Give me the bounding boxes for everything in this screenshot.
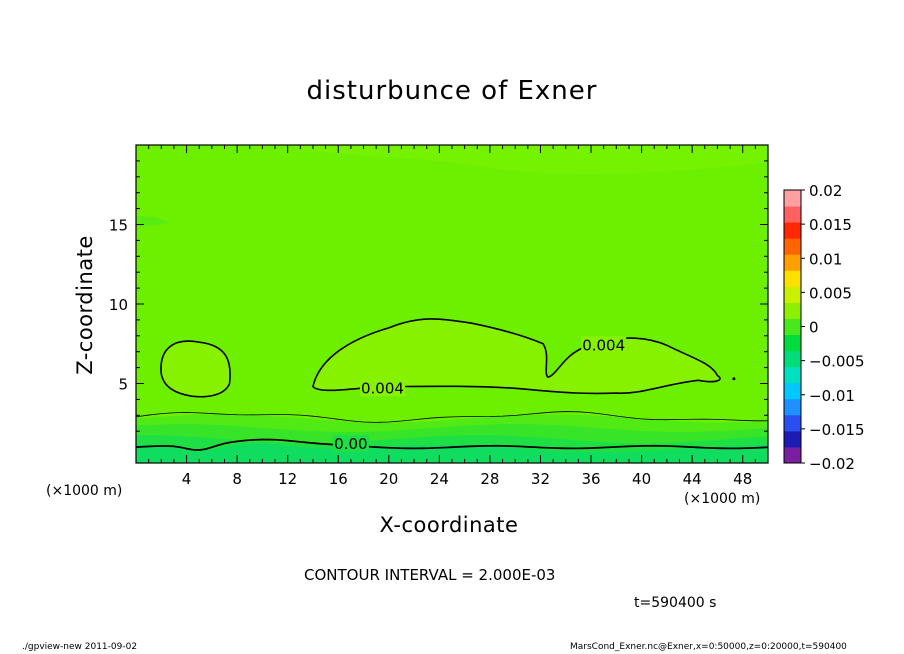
x-tick-label: 32 xyxy=(531,470,550,488)
contour-blob-left xyxy=(160,340,231,398)
contour-blob-main xyxy=(312,318,721,395)
contour-label-bg xyxy=(359,379,405,397)
x-unit-label-left: (×1000 m) xyxy=(46,483,123,499)
x-tick-label: 8 xyxy=(232,470,242,488)
colorbar-tick-label: 0.005 xyxy=(809,284,852,302)
colorbar-tick-label: 0 xyxy=(809,319,819,337)
x-tick-label: 20 xyxy=(379,470,398,488)
contour-label: 0.00 xyxy=(334,435,367,453)
colorbar-band xyxy=(784,318,801,336)
contour-label: 0.004 xyxy=(361,379,404,397)
x-tick-label: 24 xyxy=(430,470,449,488)
colorbar-band xyxy=(784,366,801,384)
contour-label-bg xyxy=(332,434,369,452)
contour-label: 0.004 xyxy=(582,336,625,354)
colorbar-band xyxy=(784,302,801,319)
y-tick-label: 5 xyxy=(118,376,128,394)
x-tick-label: 16 xyxy=(329,470,348,488)
y-tick-label: 15 xyxy=(109,217,128,235)
colorbar-band xyxy=(784,334,801,352)
colorbar-tick-label: 0.01 xyxy=(809,250,842,268)
field-background xyxy=(136,145,768,463)
colorbar-tick-label: 0.015 xyxy=(809,216,852,234)
x-axis-label: X-coordinate xyxy=(379,513,519,537)
colorbar-band xyxy=(784,398,801,416)
footer-right-text: MarsCond_Exner.nc@Exner,x=0:50000,z=0:20… xyxy=(570,642,847,652)
colorbar-band xyxy=(784,206,801,223)
colorbar-tick-label: −0.015 xyxy=(809,421,865,439)
upper-band xyxy=(287,145,768,175)
colorbar-band xyxy=(784,414,801,432)
colorbar-band xyxy=(784,270,801,287)
time-stamp: t=590400 s xyxy=(634,595,717,611)
colorbar-band xyxy=(784,254,801,271)
left-patch xyxy=(136,216,169,228)
x-tick-label: 12 xyxy=(278,470,297,488)
colorbar-band xyxy=(784,238,801,255)
x-tick-label: 44 xyxy=(683,470,702,488)
contour-label-bg xyxy=(581,336,627,354)
x-tick-label: 40 xyxy=(632,470,651,488)
contour-dot xyxy=(732,377,736,381)
footer-left-text: ./gpview-new 2011-09-02 xyxy=(22,642,138,652)
contour-line-thin xyxy=(135,411,769,423)
y-tick-label: 10 xyxy=(109,296,128,314)
colorbar-tick-label: −0.005 xyxy=(809,353,865,371)
x-tick-label: 4 xyxy=(182,470,192,488)
contour-interval-text: CONTOUR INTERVAL = 2.000E-03 xyxy=(304,566,556,584)
colorbar-band xyxy=(784,382,801,400)
colorbar-tick-label: −0.02 xyxy=(809,455,855,473)
colorbar-tick-label: −0.01 xyxy=(809,387,855,405)
contour-line-zero xyxy=(135,438,769,451)
colorbar-tick-label: 0.02 xyxy=(809,182,842,200)
colorbar-band xyxy=(784,350,801,368)
colorbar-band xyxy=(784,286,801,303)
x-tick-label: 48 xyxy=(733,470,752,488)
colorbar-band xyxy=(784,190,801,207)
x-unit-label-right: (×1000 m) xyxy=(684,491,761,507)
x-tick-label: 28 xyxy=(480,470,499,488)
lower-band-4 xyxy=(136,443,768,463)
colorbar-band xyxy=(784,222,801,239)
colorbar-band xyxy=(784,446,801,464)
y-axis-label: Z-coordinate xyxy=(73,235,97,375)
chart-title: disturbunce of Exner xyxy=(306,76,598,106)
x-tick-label: 36 xyxy=(581,470,600,488)
colorbar-band xyxy=(784,430,801,448)
